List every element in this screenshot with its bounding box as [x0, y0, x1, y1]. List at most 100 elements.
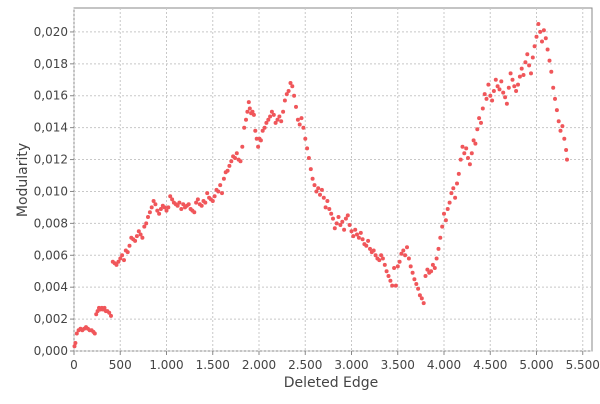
data-point [390, 283, 395, 288]
data-point [251, 112, 256, 117]
data-point [380, 256, 385, 261]
data-point [102, 305, 107, 310]
data-point [216, 189, 221, 194]
x-tick-label: 500 [109, 358, 132, 372]
data-point [462, 151, 467, 156]
data-point [558, 128, 563, 133]
data-point [554, 108, 559, 113]
data-point [525, 52, 530, 57]
data-point [453, 195, 458, 200]
data-point [109, 313, 113, 318]
data-point [153, 202, 158, 207]
data-point [565, 157, 569, 162]
data-point [107, 310, 112, 315]
data-point [545, 47, 550, 52]
data-point [146, 215, 150, 219]
data-point [290, 84, 295, 89]
data-point [336, 215, 341, 219]
data-point [247, 106, 252, 111]
data-point [423, 274, 428, 278]
data-point [393, 283, 398, 288]
x-tick-label: 1.000 [149, 358, 183, 372]
data-point [356, 235, 361, 240]
data-point [325, 199, 330, 203]
data-point [279, 119, 284, 124]
data-point [543, 36, 548, 41]
data-point [140, 235, 145, 240]
data-point [118, 256, 123, 261]
data-point [430, 262, 435, 267]
data-point [94, 312, 99, 317]
data-point [386, 274, 391, 278]
data-point [440, 224, 445, 229]
data-point [175, 203, 180, 208]
data-point [286, 89, 291, 93]
x-tick-label: 4.000 [427, 358, 461, 372]
data-point [536, 22, 541, 26]
data-point [308, 167, 313, 172]
data-point [134, 234, 139, 239]
data-point [540, 39, 544, 44]
data-point [482, 92, 487, 97]
data-point [221, 176, 226, 181]
data-point [340, 219, 345, 224]
x-tick-label: 3.500 [381, 358, 415, 372]
data-point [205, 191, 210, 196]
data-point [564, 148, 569, 152]
data-point [377, 258, 382, 263]
data-point [532, 44, 537, 49]
data-point [264, 120, 269, 125]
data-point [212, 194, 217, 199]
data-point [179, 207, 184, 211]
y-tick-label: 0,018 [34, 57, 68, 71]
data-point [244, 117, 248, 122]
data-point [405, 245, 409, 250]
data-point [125, 250, 130, 255]
data-point [530, 55, 535, 60]
data-point [343, 216, 348, 221]
data-point [499, 79, 504, 84]
data-point [414, 282, 419, 286]
y-axis-label: Modularity [15, 143, 31, 217]
data-point [410, 270, 415, 275]
x-tick-label: 0 [70, 358, 78, 372]
data-point [447, 200, 452, 205]
data-point [353, 227, 358, 232]
data-point [366, 238, 371, 243]
data-point [295, 117, 300, 122]
data-point [273, 120, 278, 125]
data-point [475, 127, 480, 132]
data-point [323, 205, 328, 210]
data-point [120, 253, 125, 258]
data-point [225, 168, 230, 173]
data-point [464, 146, 469, 151]
data-point [301, 125, 306, 130]
data-point [388, 278, 393, 283]
data-point [349, 229, 354, 234]
data-point [334, 221, 339, 226]
x-tick-label: 2.000 [242, 358, 276, 372]
data-point [445, 207, 450, 211]
x-tick-label: 3.000 [334, 358, 368, 372]
data-point [144, 221, 149, 226]
data-point [282, 98, 287, 103]
data-point [434, 256, 439, 261]
data-point [147, 210, 152, 215]
data-point [432, 266, 437, 270]
data-point [412, 277, 417, 282]
data-point [319, 187, 324, 192]
data-point [151, 199, 156, 203]
data-point [406, 256, 411, 261]
data-point [408, 264, 413, 269]
data-point [458, 157, 463, 162]
x-axis-label: Deleted Edge [284, 375, 379, 391]
data-point [382, 262, 387, 267]
data-point [471, 138, 476, 143]
data-point [480, 106, 485, 111]
data-point [510, 77, 515, 82]
data-point [162, 205, 167, 210]
data-point [186, 202, 191, 207]
data-point [181, 202, 186, 207]
data-point [253, 128, 258, 133]
